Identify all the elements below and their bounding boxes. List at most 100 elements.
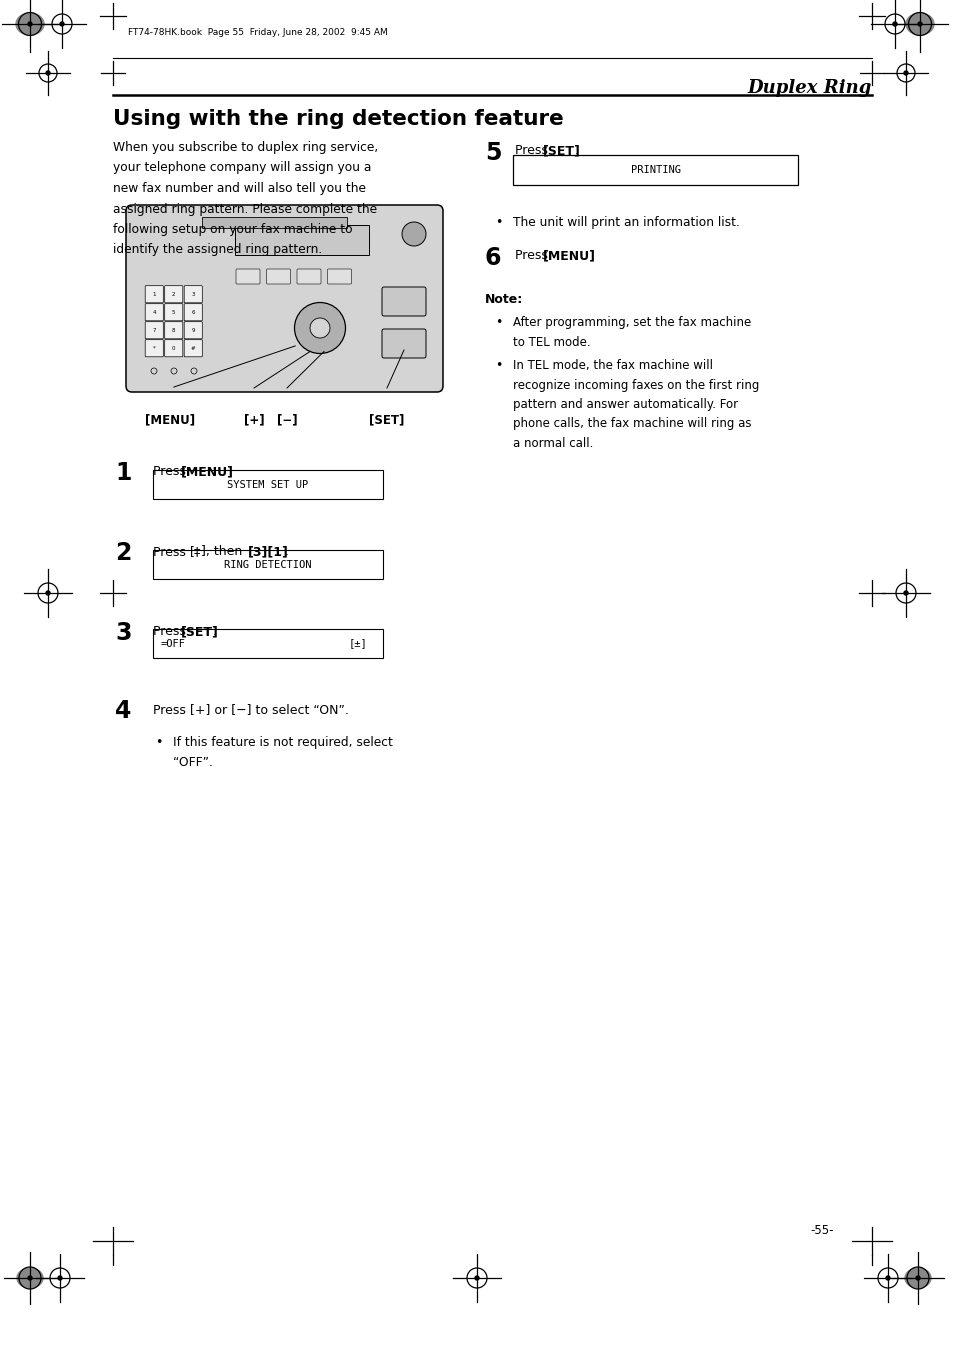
Text: When you subscribe to duplex ring service,: When you subscribe to duplex ring servic…: [112, 141, 377, 154]
FancyBboxPatch shape: [165, 285, 183, 303]
FancyBboxPatch shape: [202, 218, 347, 228]
FancyBboxPatch shape: [234, 226, 369, 255]
Text: 7: 7: [152, 328, 156, 332]
Text: After programming, set the fax machine: After programming, set the fax machine: [513, 316, 750, 330]
Text: Press: Press: [515, 145, 551, 157]
Text: ], then: ], then: [201, 544, 246, 558]
Text: [SET]: [SET]: [181, 626, 218, 638]
FancyBboxPatch shape: [145, 322, 163, 339]
Text: 1: 1: [115, 461, 132, 485]
Text: .: .: [285, 544, 289, 558]
Circle shape: [28, 22, 32, 26]
Text: Using with the ring detection feature: Using with the ring detection feature: [112, 109, 563, 128]
Text: 2: 2: [115, 540, 132, 565]
Text: [MENU]: [MENU]: [181, 465, 233, 478]
Text: 3: 3: [115, 621, 132, 644]
FancyBboxPatch shape: [145, 339, 163, 357]
Text: Press: Press: [152, 626, 190, 638]
Text: .: .: [575, 145, 578, 157]
Circle shape: [903, 72, 907, 76]
FancyBboxPatch shape: [327, 269, 351, 284]
Circle shape: [917, 22, 921, 26]
Text: a normal call.: a normal call.: [513, 436, 593, 450]
Text: phone calls, the fax machine will ring as: phone calls, the fax machine will ring a…: [513, 417, 751, 431]
Text: =OFF: =OFF: [161, 639, 186, 648]
FancyBboxPatch shape: [126, 205, 442, 392]
Ellipse shape: [905, 14, 933, 35]
Circle shape: [28, 1275, 32, 1279]
Text: •: •: [495, 316, 502, 330]
Circle shape: [885, 1275, 889, 1279]
Text: 6: 6: [192, 309, 194, 315]
Text: 5: 5: [172, 309, 175, 315]
Text: 6: 6: [484, 246, 501, 270]
Ellipse shape: [17, 1269, 43, 1288]
Text: .: .: [213, 626, 216, 638]
Text: 0: 0: [172, 346, 175, 351]
Text: PRINTING: PRINTING: [630, 165, 679, 176]
Ellipse shape: [904, 1269, 930, 1288]
Text: If this feature is not required, select: If this feature is not required, select: [172, 736, 393, 748]
Circle shape: [903, 590, 907, 594]
Text: 5: 5: [484, 141, 501, 165]
FancyBboxPatch shape: [152, 630, 382, 658]
FancyBboxPatch shape: [381, 330, 426, 358]
FancyBboxPatch shape: [513, 155, 797, 185]
Text: [SET]: [SET]: [542, 145, 580, 157]
FancyBboxPatch shape: [184, 322, 202, 339]
Text: identify the assigned ring pattern.: identify the assigned ring pattern.: [112, 243, 322, 257]
Text: 1: 1: [152, 292, 156, 297]
FancyBboxPatch shape: [152, 550, 382, 580]
Circle shape: [892, 22, 896, 26]
Text: your telephone company will assign you a: your telephone company will assign you a: [112, 162, 371, 174]
Text: ‡: ‡: [193, 544, 200, 558]
FancyBboxPatch shape: [184, 339, 202, 357]
FancyBboxPatch shape: [165, 304, 183, 320]
FancyBboxPatch shape: [145, 285, 163, 303]
Text: [SET]: [SET]: [369, 413, 404, 426]
Text: 8: 8: [172, 328, 175, 332]
FancyBboxPatch shape: [145, 304, 163, 320]
FancyBboxPatch shape: [165, 339, 183, 357]
Text: “OFF”.: “OFF”.: [172, 755, 213, 769]
Ellipse shape: [16, 14, 44, 35]
Circle shape: [46, 72, 50, 76]
Circle shape: [915, 1275, 919, 1279]
Text: •: •: [495, 359, 502, 372]
Text: Press [+] or [−] to select “ON”.: Press [+] or [−] to select “ON”.: [152, 703, 349, 716]
Text: 9: 9: [192, 328, 194, 332]
Text: pattern and answer automatically. For: pattern and answer automatically. For: [513, 399, 738, 411]
Text: SYSTEM SET UP: SYSTEM SET UP: [227, 480, 309, 489]
FancyBboxPatch shape: [266, 269, 291, 284]
Text: *: *: [152, 346, 155, 351]
Circle shape: [401, 222, 426, 246]
Circle shape: [58, 1275, 62, 1279]
Text: Press: Press: [515, 249, 551, 262]
Text: 4: 4: [115, 698, 132, 723]
Text: to TEL mode.: to TEL mode.: [513, 335, 590, 349]
Circle shape: [294, 303, 345, 354]
Text: recognize incoming faxes on the first ring: recognize incoming faxes on the first ri…: [513, 378, 759, 392]
Text: [+]: [+]: [243, 413, 264, 426]
Text: .: .: [582, 249, 586, 262]
Text: [−]: [−]: [276, 413, 297, 426]
Text: Note:: Note:: [484, 293, 522, 305]
Text: Press [: Press [: [152, 544, 194, 558]
Text: 2: 2: [172, 292, 175, 297]
FancyBboxPatch shape: [184, 285, 202, 303]
Text: Press: Press: [152, 465, 190, 478]
Text: The unit will print an information list.: The unit will print an information list.: [513, 216, 740, 230]
Text: assigned ring pattern. Please complete the: assigned ring pattern. Please complete t…: [112, 203, 376, 216]
Circle shape: [310, 317, 330, 338]
Text: FT74-78HK.book  Page 55  Friday, June 28, 2002  9:45 AM: FT74-78HK.book Page 55 Friday, June 28, …: [128, 28, 387, 36]
Text: new fax number and will also tell you the: new fax number and will also tell you th…: [112, 182, 366, 195]
Text: 3: 3: [192, 292, 194, 297]
FancyBboxPatch shape: [165, 322, 183, 339]
Circle shape: [46, 590, 50, 594]
FancyBboxPatch shape: [235, 269, 260, 284]
Circle shape: [60, 22, 64, 26]
Text: following setup on your fax machine to: following setup on your fax machine to: [112, 223, 353, 236]
Text: [3][1]: [3][1]: [248, 544, 289, 558]
Text: RING DETECTION: RING DETECTION: [224, 559, 312, 570]
Text: In TEL mode, the fax machine will: In TEL mode, the fax machine will: [513, 359, 712, 372]
